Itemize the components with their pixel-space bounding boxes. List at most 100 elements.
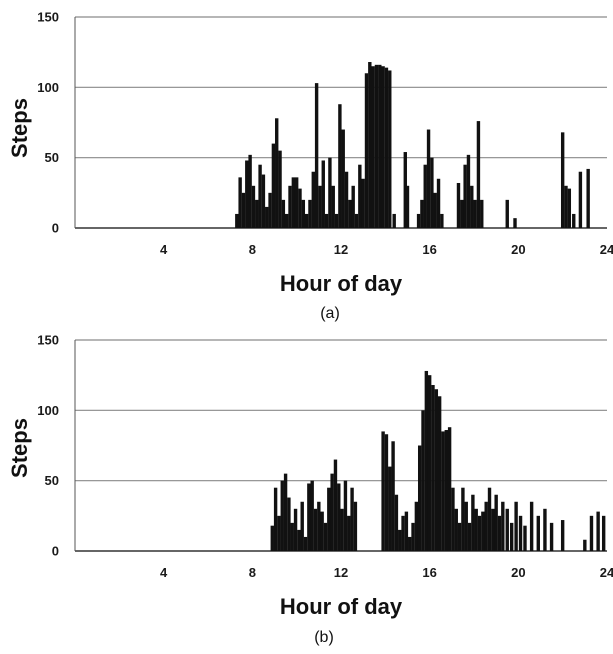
bar-b-26 [381,431,385,551]
x-tick-label-24-a: 24 [600,242,613,257]
bar-a-22 [308,199,312,228]
bar-b-42 [434,389,439,551]
bar-a-45 [384,67,389,228]
bar-b-57 [484,501,488,551]
bar-b-67 [523,525,527,551]
bar-a-42 [374,64,379,229]
y-tick-labels-b: 0 50 100 150 [37,333,59,559]
bar-a-35 [351,185,355,228]
bar-b-13 [313,508,318,551]
bar-a-3 [245,160,249,228]
bar-a-50 [416,213,421,228]
x-tick-labels-b: 4 8 12 16 20 24 [160,565,613,580]
bar-b-36 [414,501,419,551]
bar-b-19 [333,459,338,551]
chart-panel-a: 0 50 100 150 4 8 12 16 20 24 Steps Hour of day (… [7,10,613,323]
bar-a-20 [301,199,306,228]
y-tick-label-50-b: 50 [45,473,59,488]
bar-a-73 [586,168,590,228]
bar-a-58 [456,182,461,228]
bar-a-12 [275,118,279,228]
bar-a-48 [403,152,407,228]
bar-b-45 [444,430,448,551]
bar-a-34 [348,199,352,228]
bar-a-9 [265,206,269,228]
bar-a-70 [567,188,572,228]
bar-b-73 [583,539,587,551]
bar-a-60 [463,164,467,228]
bar-a-40 [368,62,372,228]
bar-b-54 [474,508,478,551]
bar-b-53 [471,494,475,551]
bar-b-64 [509,522,514,551]
bar-a-17 [291,177,296,228]
bar-a-72 [578,171,583,228]
bar-b-50 [461,487,465,551]
bar-a-68 [560,132,565,228]
bar-b-43 [437,396,442,551]
bar-b-23 [347,515,351,551]
bar-b-7 [293,508,298,551]
bar-b-65 [514,501,518,551]
bar-a-8 [261,174,266,228]
panel-caption-a: (a) [320,305,340,322]
x-tick-label-20-b: 20 [511,565,525,580]
bar-b-34 [408,536,412,551]
x-tick-label-16-a: 16 [422,242,436,257]
bar-a-7 [258,164,262,228]
y-tick-labels-a: 0 50 100 150 [37,10,59,236]
bar-b-33 [404,511,409,551]
bar-a-43 [378,64,382,229]
bar-b-72 [560,520,565,551]
bar-a-4 [248,154,252,228]
bar-b-10 [303,536,308,551]
bar-b-44 [441,431,445,551]
bar-a-2 [241,192,246,228]
bar-a-5 [251,185,256,228]
bar-a-24 [314,83,319,228]
bar-a-53 [426,129,431,228]
bars-a [235,62,590,229]
x-tick-label-24-b: 24 [600,565,613,580]
bar-a-55 [433,192,437,228]
bar-a-49 [405,185,410,228]
bar-a-54 [430,157,434,228]
x-tick-label-4-b: 4 [160,565,168,580]
bar-a-36 [354,213,359,228]
x-tick-label-8-a: 8 [249,242,256,257]
bar-b-49 [457,522,462,551]
bar-b-16 [323,522,328,551]
bar-a-66 [505,199,509,228]
bar-b-40 [427,375,432,551]
y-tick-label-150-a: 150 [37,10,59,25]
bar-a-23 [311,171,315,228]
bar-b-25 [353,501,358,551]
bar-b-74 [589,515,594,551]
bar-a-26 [321,160,325,228]
y-axis-title-a: Steps [7,98,32,158]
y-tick-label-50-a: 50 [45,150,59,165]
bar-a-69 [564,185,568,228]
bar-b-31 [398,529,402,551]
bar-b-24 [350,487,354,551]
bar-b-60 [494,494,498,551]
bar-b-17 [327,487,331,551]
bar-b-62 [501,501,505,551]
bar-a-19 [298,188,302,228]
y-tick-label-0-b: 0 [52,544,59,559]
x-tick-label-12-b: 12 [334,565,348,580]
bar-b-9 [300,501,304,551]
bar-b-69 [536,515,540,551]
bars-b [270,370,606,551]
bar-b-58 [487,487,492,551]
bar-b-35 [411,522,415,551]
bar-b-75 [596,511,600,551]
bar-a-64 [476,121,481,228]
bar-a-21 [304,213,309,228]
bar-b-12 [310,480,314,551]
bar-b-5 [287,497,291,551]
bar-b-22 [343,480,348,551]
x-axis-title-b: Hour of day [280,594,403,619]
bar-a-33 [344,171,349,228]
